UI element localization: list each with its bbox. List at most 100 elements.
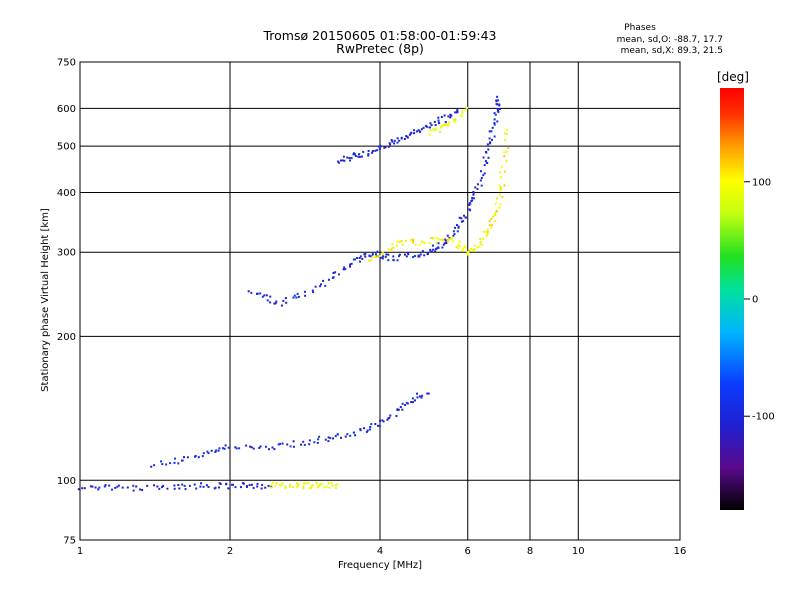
scatter-point <box>250 483 253 486</box>
scatter-point <box>467 251 470 254</box>
scatter-point <box>293 445 295 448</box>
scatter-point <box>289 445 292 448</box>
scatter-point <box>205 484 208 487</box>
scatter-point <box>415 130 418 133</box>
y-tick-label: 200 <box>57 332 76 343</box>
scatter-point <box>399 406 402 408</box>
scatter-point <box>160 460 163 463</box>
y-axis-label: Stationary phase Virtual Height [km] <box>40 208 51 392</box>
scatter-point <box>400 136 403 139</box>
scatter-point <box>371 151 374 154</box>
scatter-point <box>334 484 337 487</box>
scatter-point <box>316 486 319 489</box>
scatter-point <box>447 115 450 118</box>
scatter-point <box>215 449 218 452</box>
scatter-point <box>456 224 458 226</box>
x-axis-label: Frequency [MHz] <box>338 560 422 571</box>
scatter-point <box>447 124 450 127</box>
scatter-point <box>400 240 403 242</box>
scatter-point <box>412 256 415 259</box>
scatter-point <box>379 145 382 148</box>
scatter-point <box>277 443 280 446</box>
scatter-point <box>173 484 176 487</box>
scatter-point <box>491 138 493 141</box>
scatter-point <box>442 243 445 246</box>
scatter-point <box>376 250 379 253</box>
scatter-point <box>156 485 159 488</box>
scatter-point <box>473 249 476 252</box>
scatter-point <box>493 118 496 121</box>
scatter-point <box>242 482 245 485</box>
scatter-point <box>503 184 506 187</box>
scatter-point <box>183 484 186 487</box>
scatter-point <box>166 487 169 490</box>
scatter-point <box>469 248 472 250</box>
scatter-point <box>454 226 456 229</box>
scatter-point <box>452 230 455 233</box>
y-tick-label: 600 <box>57 104 76 115</box>
scatter-point <box>492 215 495 218</box>
scatter-point <box>485 151 488 154</box>
scatter-point <box>328 486 331 489</box>
scatter-point <box>316 483 319 486</box>
scatter-point <box>169 462 172 465</box>
scatter-point <box>296 484 299 487</box>
scatter-point <box>390 139 393 141</box>
scatter-point <box>436 237 439 239</box>
scatter-point <box>369 426 372 428</box>
scatter-point <box>442 124 444 127</box>
scatter-point <box>464 216 467 219</box>
scatter-point <box>319 285 322 288</box>
scatter-point <box>497 99 500 102</box>
scatter-point <box>367 150 370 152</box>
scatter-point <box>181 459 183 462</box>
scatter-point <box>349 263 352 266</box>
colorbar-label: [deg] <box>717 70 749 84</box>
scatter-point <box>382 420 385 423</box>
scatter-point <box>406 252 409 255</box>
scatter-point <box>395 415 398 417</box>
scatter-point <box>396 408 399 411</box>
scatter-point <box>354 155 357 157</box>
scatter-point <box>197 456 200 459</box>
scatter-point <box>312 291 315 293</box>
scatter-point <box>330 482 333 485</box>
scatter-point <box>404 253 406 256</box>
scatter-point <box>413 129 415 132</box>
scatter-point <box>279 442 282 445</box>
scatter-point <box>358 153 361 156</box>
scatter-point <box>455 246 458 248</box>
y-tick-label: 750 <box>57 58 76 69</box>
x-tick-label: 2 <box>227 546 233 557</box>
x-tick-label: 6 <box>465 546 471 557</box>
scatter-point <box>193 483 196 486</box>
scatter-point <box>359 255 362 258</box>
scatter-point <box>336 483 339 486</box>
scatter-point <box>496 95 499 98</box>
scatter-point <box>354 258 356 261</box>
scatter-point <box>478 245 481 248</box>
scatter-point <box>468 249 471 252</box>
scatter-point <box>413 132 416 135</box>
scatter-point <box>381 251 384 254</box>
grid-layer <box>80 62 680 540</box>
scatter-point <box>493 122 496 124</box>
colorbar <box>720 88 744 510</box>
scatter-point <box>332 276 335 279</box>
scatter-point <box>429 250 432 253</box>
scatter-point <box>503 155 506 158</box>
scatter-point <box>292 440 295 443</box>
scatter-point <box>328 278 330 281</box>
scatter-point <box>498 103 501 106</box>
scatter-point <box>267 485 270 487</box>
scatter-point <box>495 209 498 212</box>
scatter-point <box>158 487 161 490</box>
scatter-point <box>89 485 92 488</box>
scatter-point <box>161 486 163 489</box>
scatter-point <box>474 186 477 189</box>
scatter-point <box>314 285 317 288</box>
scatter-point <box>296 292 299 295</box>
scatter-point <box>295 486 298 489</box>
scatter-point <box>284 485 287 488</box>
x-tick-label: 4 <box>377 546 383 557</box>
